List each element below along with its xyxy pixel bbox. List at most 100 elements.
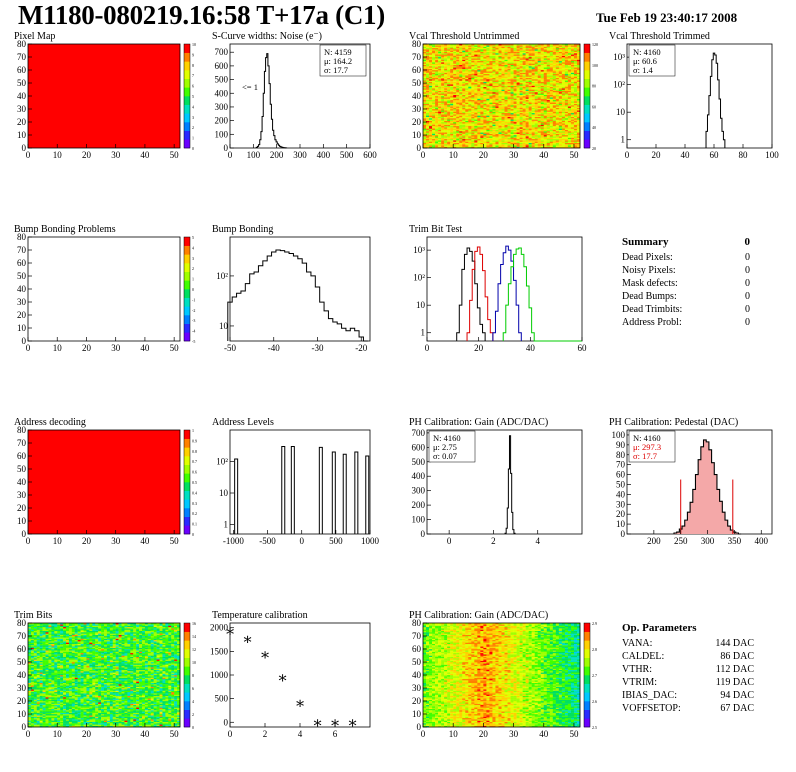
heatmap-cell [519,107,523,110]
histogram-line [504,435,516,534]
heatmap-cell [483,105,487,107]
heatmap-cell [564,133,569,136]
heatmap-cell [438,81,442,84]
heatmap-cell [483,76,487,78]
heatmap-cell [573,120,578,123]
heatmap-cell [471,88,475,90]
heatmap-cell [519,123,523,125]
heatmap-cell [465,84,469,86]
heatmap-cell [570,55,575,58]
heatmap-cell [423,66,427,68]
heatmap-cell [456,86,460,89]
heatmap-cell [471,103,475,106]
heatmap-cell [537,145,541,147]
heatmap-cell [573,124,578,127]
heatmap-cell [486,105,490,107]
heatmap-cell [39,694,43,696]
heatmap-cell [444,63,448,65]
heatmap-cell [39,711,43,713]
heatmap-cell [564,51,569,54]
heatmap-cell [498,79,502,81]
heatmap-cell [438,141,442,143]
heatmap-cell [504,137,508,140]
heatmap-cell [432,119,436,121]
heatmap-cell [564,45,569,47]
heatmap-cell [456,60,460,63]
palette-cell [184,237,190,246]
heatmap-cell [33,673,37,676]
heatmap-cell [552,93,557,95]
heatmap-cell [576,45,581,47]
heatmap-cell [453,45,457,47]
y-tick-label: 10 [616,519,626,529]
heatmap-cell [522,115,526,117]
heatmap-cell [546,146,551,149]
heatmap-cell [519,136,523,138]
heatmap-cell [33,623,37,625]
heatmap-cell [453,127,457,129]
heatmap-cell [468,133,472,136]
heatmap-cell [525,124,529,127]
heatmap-cell [510,107,514,110]
y-tick-label: 600 [412,442,426,452]
heatmap-cell [441,85,445,88]
heatmap-cell [516,112,520,115]
heatmap-cell [28,704,32,707]
heatmap-cell [555,103,560,106]
heatmap-cell [519,83,523,85]
y-tick-label: 200 [215,116,229,126]
heatmap-cell [459,107,463,110]
heatmap-cell [558,63,563,65]
heatmap-cell [486,107,490,110]
heatmap-cell [435,145,439,147]
heatmap-cell [534,107,538,110]
heatmap-cell [519,102,523,104]
heatmap-cell [534,98,538,101]
heatmap-cell [546,115,551,117]
heatmap-cell [576,44,581,46]
heatmap-cell [33,724,37,726]
heatmap-cell [459,99,463,102]
heatmap-cell [28,654,32,656]
heatmap-cell [522,47,526,50]
heatmap-cell [483,92,487,94]
heatmap-cell [474,84,478,86]
heatmap-cell [465,116,469,119]
heatmap-cell [555,122,560,124]
heatmap-cell [477,70,481,72]
heatmap-cell [528,131,532,133]
summary-total: 0 [744,236,751,248]
heatmap-cell [492,98,496,101]
heatmap-cell [471,58,475,60]
heatmap-cell [498,107,502,110]
heatmap-cell [501,123,505,125]
heatmap-cell [516,118,520,120]
y-tick-label: 0 [22,143,27,153]
heatmap-cell [426,84,430,86]
heatmap-cell [531,93,535,95]
heatmap-cell [474,63,478,65]
heatmap-cell [489,103,493,106]
heatmap-cell [573,112,578,115]
heatmap-cell [510,75,514,77]
heatmap-cell [510,111,514,114]
heatmap-cell [549,145,554,147]
heatmap-cell [450,59,454,62]
heatmap-cell [477,99,481,102]
heatmap-cell [459,84,463,86]
heatmap-cell [555,111,560,114]
heatmap-cell [510,136,514,138]
heatmap-cell [477,106,481,108]
heatmap-cell [456,45,460,47]
heatmap-cell [537,106,541,108]
heatmap-cell [546,137,551,140]
heatmap-cell [30,660,35,663]
heatmap-cell [480,54,484,56]
heatmap-cell [477,71,481,73]
heatmap-cell [441,123,445,125]
heatmap-cell [501,98,505,101]
heatmap-cell [30,686,35,689]
heatmap-cell [492,59,496,62]
heatmap-cell [474,88,478,90]
heatmap-cell [471,99,475,102]
